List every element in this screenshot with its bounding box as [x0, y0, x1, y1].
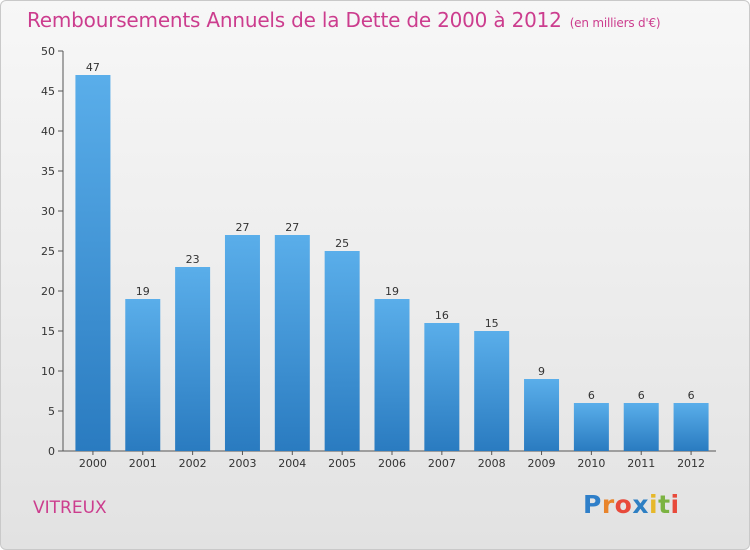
bar [474, 331, 510, 451]
y-tick-label: 30 [41, 205, 55, 218]
x-tick-label: 2012 [677, 457, 705, 470]
bar-value-label: 27 [235, 221, 249, 234]
y-tick-label: 35 [41, 165, 55, 178]
bar-value-label: 19 [385, 285, 399, 298]
x-tick-label: 2000 [79, 457, 107, 470]
logo-letter: t [658, 490, 671, 519]
bar-value-label: 9 [538, 365, 545, 378]
logo-letter: i [649, 490, 659, 519]
y-tick-label: 50 [41, 45, 55, 58]
x-tick-label: 2003 [228, 457, 256, 470]
bar [374, 299, 410, 451]
bar [274, 235, 310, 451]
bar-value-label: 15 [485, 317, 499, 330]
logo-letter: P [583, 490, 602, 519]
bar-value-label: 6 [688, 389, 695, 402]
bar [424, 323, 460, 451]
chart-unit: (en milliers d'€) [569, 16, 661, 30]
logo-letter: x [632, 490, 649, 519]
y-tick-label: 15 [41, 325, 55, 338]
x-tick-label: 2007 [428, 457, 456, 470]
y-tick-label: 40 [41, 125, 55, 138]
bar-value-label: 27 [285, 221, 299, 234]
bar-value-label: 47 [86, 61, 100, 74]
bar [125, 299, 161, 451]
bars: 47 19 23 27 27 25 19 16 15 9 6 6 6 [75, 61, 709, 451]
logo-letter: o [614, 490, 633, 519]
x-tick-label: 2010 [577, 457, 605, 470]
x-tick-label: 2005 [328, 457, 356, 470]
bar [623, 403, 659, 451]
y-tick-label: 5 [48, 405, 55, 418]
x-tick-label: 2006 [378, 457, 406, 470]
logo-letter: i [670, 490, 680, 519]
logo-letter: r [601, 490, 615, 519]
bar-value-label: 16 [435, 309, 449, 322]
bar [75, 75, 111, 451]
y-tick-label: 45 [41, 85, 55, 98]
chart-title-text: Remboursements Annuels de la Dette de 20… [27, 8, 562, 32]
x-tick-label: 2004 [278, 457, 306, 470]
commune-name: VITREUX [33, 498, 107, 518]
bar [224, 235, 260, 451]
bar-value-label: 19 [136, 285, 150, 298]
x-tick-label: 2011 [627, 457, 655, 470]
bar-value-label: 23 [186, 253, 200, 266]
y-tick-label: 25 [41, 245, 55, 258]
x-tick-label: 2009 [528, 457, 556, 470]
bar-value-label: 25 [335, 237, 349, 250]
axes: 0 5 10 15 20 25 30 35 40 45 50 2000 2001 2002 2003 2004… [41, 45, 716, 470]
x-tick-label: 2008 [478, 457, 506, 470]
bar [573, 403, 609, 451]
bar [324, 251, 360, 451]
y-tick-label: 10 [41, 365, 55, 378]
x-tick-label: 2001 [129, 457, 157, 470]
y-tick-label: 20 [41, 285, 55, 298]
bar [524, 379, 560, 451]
y-tick-label: 0 [48, 445, 55, 458]
bar-value-label: 6 [588, 389, 595, 402]
chart-title: Remboursements Annuels de la Dette de 20… [27, 8, 661, 32]
x-tick-label: 2002 [179, 457, 207, 470]
bar [175, 267, 211, 451]
proxiti-logo[interactable]: Proxiti [583, 490, 680, 519]
bar [673, 403, 709, 451]
bar-value-label: 6 [638, 389, 645, 402]
